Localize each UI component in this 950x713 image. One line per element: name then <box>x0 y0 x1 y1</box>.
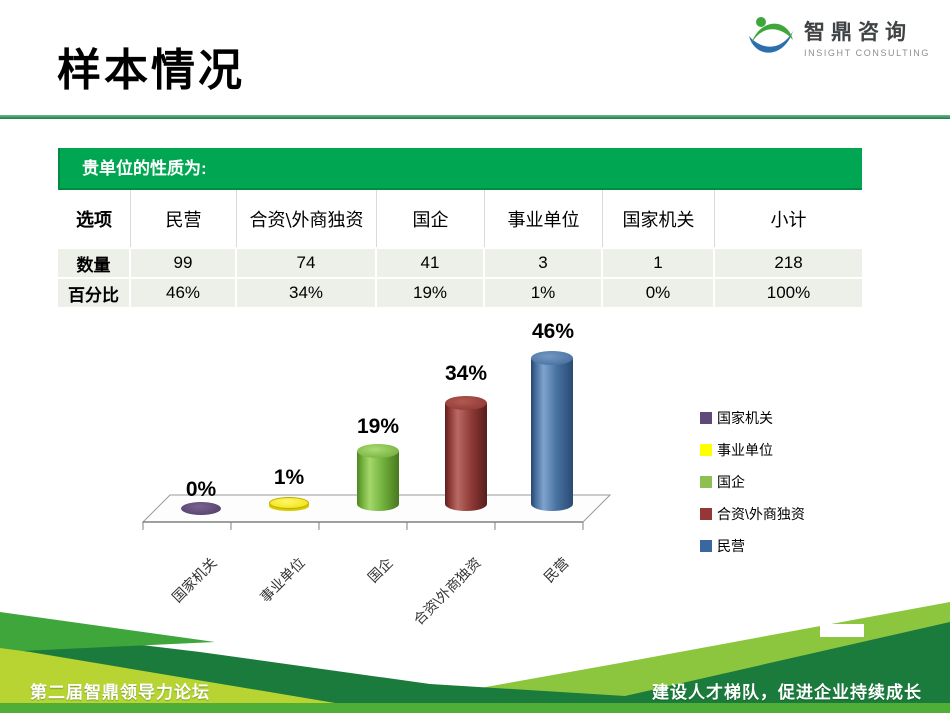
table-row-count: 数量 99 74 41 3 1 218 <box>58 249 862 277</box>
data-label: 0% <box>185 478 217 501</box>
column-header: 合资\外商独资 <box>237 190 377 247</box>
bar-chart: 0% 1% 19% 34% 46% 国家机关 事业单位 国企 合资\外商独资 民… <box>0 315 950 645</box>
table-cell: 74 <box>237 249 377 277</box>
footer-right-text: 建设人才梯队，促进企业持续成长 <box>652 683 922 702</box>
legend-swatch-green <box>700 476 712 488</box>
legend-item: 国家机关 <box>700 402 805 434</box>
table-cell: 19% <box>377 279 485 307</box>
data-label: 1% <box>273 466 305 489</box>
column-header: 国家机关 <box>603 190 715 247</box>
legend-item: 民营 <box>700 530 805 562</box>
column-header: 国企 <box>377 190 485 247</box>
table-cell: 1% <box>485 279 603 307</box>
logo-brand-text: 智鼎咨询 <box>804 21 913 44</box>
sample-table: 贵单位的性质为: 选项 民营 合资\外商独资 国企 事业单位 国家机关 小计 数… <box>58 148 862 307</box>
table-cell: 41 <box>377 249 485 277</box>
column-header: 事业单位 <box>485 190 603 247</box>
data-label: 19% <box>356 415 400 438</box>
logo-tagline: INSIGHT CONSULTING <box>804 48 930 58</box>
table-cell: 1 <box>603 249 715 277</box>
page-title: 样本情况 <box>57 45 245 96</box>
legend-swatch-yellow <box>700 444 712 456</box>
footer-white-notch <box>820 624 864 637</box>
table-cell: 3 <box>485 249 603 277</box>
bar-guojiajiguan <box>181 502 221 515</box>
table-cell: 100% <box>715 279 862 307</box>
table-cell: 34% <box>237 279 377 307</box>
chart-legend: 国家机关 事业单位 国企 合资\外商独资 民营 <box>700 402 805 562</box>
category-label: 民营 <box>540 554 572 586</box>
column-header: 民营 <box>131 190 237 247</box>
row-label: 百分比 <box>58 279 131 307</box>
data-label: 34% <box>444 362 488 385</box>
table-caption: 贵单位的性质为: <box>58 148 862 190</box>
title-divider <box>0 115 950 119</box>
company-logo: 智鼎咨询 INSIGHT CONSULTING <box>746 14 930 60</box>
legend-item: 合资\外商独资 <box>700 498 805 530</box>
footer-left-text: 第二届智鼎领导力论坛 <box>30 683 210 702</box>
table-header-row: 选项 民营 合资\外商独资 国企 事业单位 国家机关 小计 <box>58 190 862 247</box>
table-cell: 99 <box>131 249 237 277</box>
slide-footer: 第二届智鼎领导力论坛 建设人才梯队，促进企业持续成长 <box>0 600 950 713</box>
category-label: 国企 <box>364 554 396 586</box>
data-label: 46% <box>531 320 575 343</box>
footer-bottom-strip <box>0 703 950 713</box>
table-cell: 218 <box>715 249 862 277</box>
legend-swatch-blue <box>700 540 712 552</box>
legend-item: 国企 <box>700 466 805 498</box>
table-cell: 0% <box>603 279 715 307</box>
legend-item: 事业单位 <box>700 434 805 466</box>
table-corner-label: 选项 <box>58 190 131 247</box>
logo-swoosh-icon <box>749 17 794 53</box>
row-label: 数量 <box>58 249 131 277</box>
legend-swatch-red <box>700 508 712 520</box>
table-cell: 46% <box>131 279 237 307</box>
table-row-percent: 百分比 46% 34% 19% 1% 0% 100% <box>58 279 862 307</box>
legend-swatch-purple <box>700 412 712 424</box>
column-header: 小计 <box>715 190 862 247</box>
